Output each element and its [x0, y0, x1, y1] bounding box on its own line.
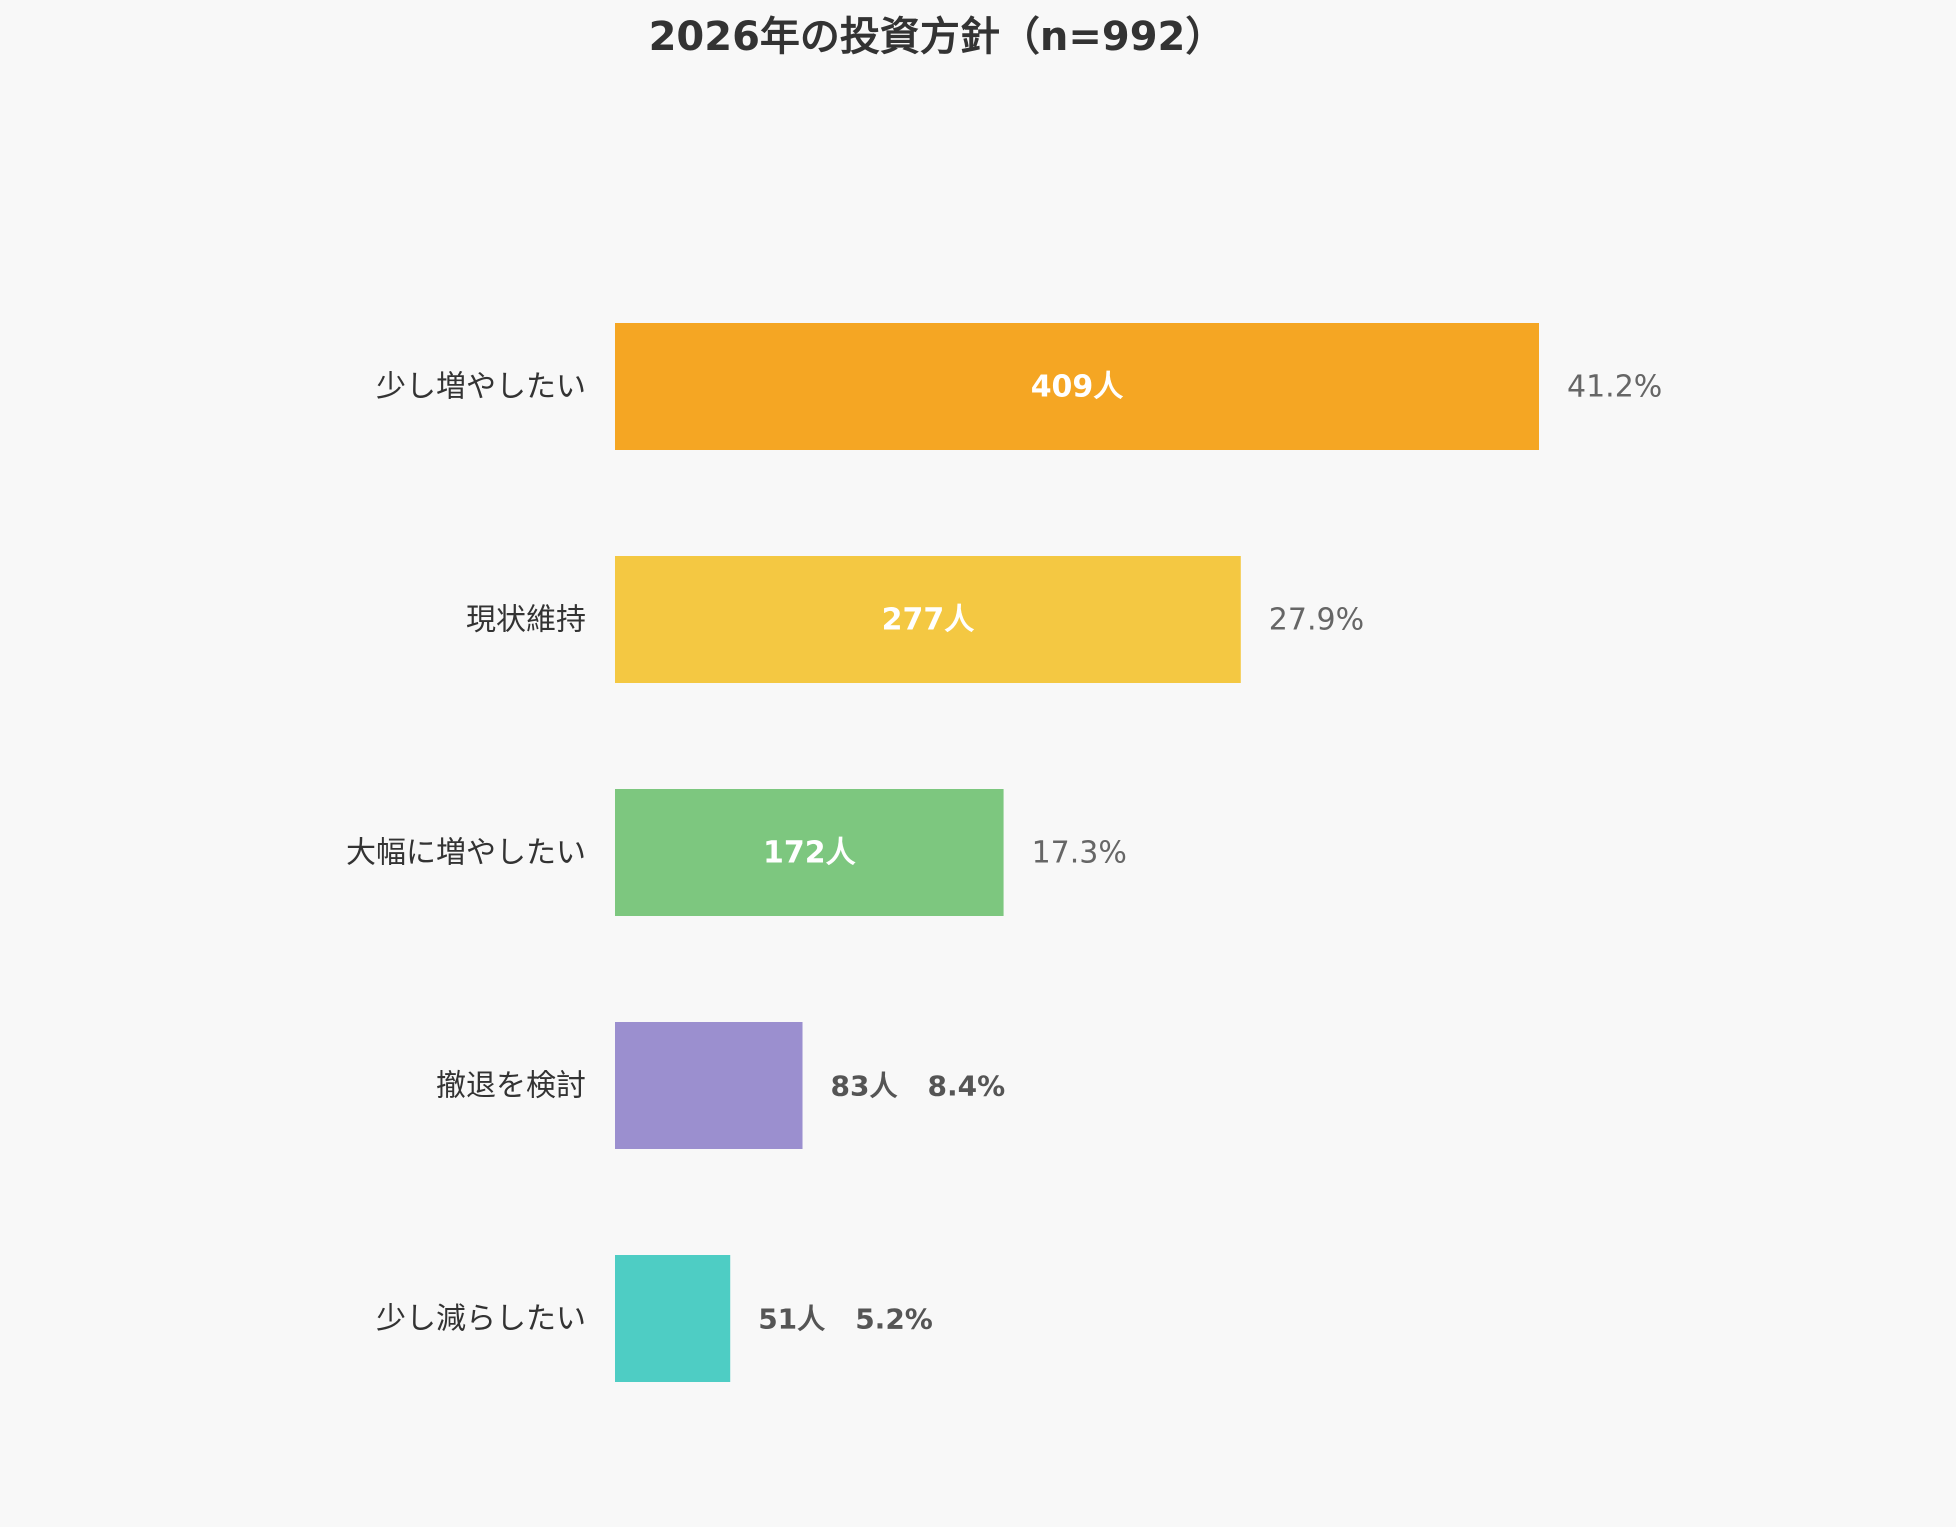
value-label: 51人 [758, 1303, 825, 1336]
percent-label: 5.2% [855, 1303, 933, 1336]
percent-label: 17.3% [1032, 836, 1127, 871]
bar [615, 789, 1004, 916]
category-label: 少し増やしたい [376, 370, 586, 405]
chart-title: 2026年の投資方針（n=992） [649, 14, 1226, 60]
value-label: 172人 [763, 836, 856, 871]
value-label: 409人 [1031, 370, 1124, 405]
category-label: 撤退を検討 [436, 1069, 586, 1104]
percent-label: 41.2% [1567, 370, 1662, 405]
category-label: 少し減らしたい [376, 1302, 586, 1337]
value-label: 83人 [831, 1070, 898, 1103]
percent-label: 27.9% [1269, 603, 1364, 638]
bar [615, 323, 1539, 450]
bar [615, 1255, 731, 1382]
bar [615, 1022, 803, 1149]
value-label: 277人 [882, 603, 975, 638]
bar [615, 556, 1241, 683]
percent-label: 8.4% [928, 1070, 1006, 1103]
category-label: 現状維持 [466, 603, 586, 638]
category-label: 大幅に増やしたい [346, 836, 586, 871]
